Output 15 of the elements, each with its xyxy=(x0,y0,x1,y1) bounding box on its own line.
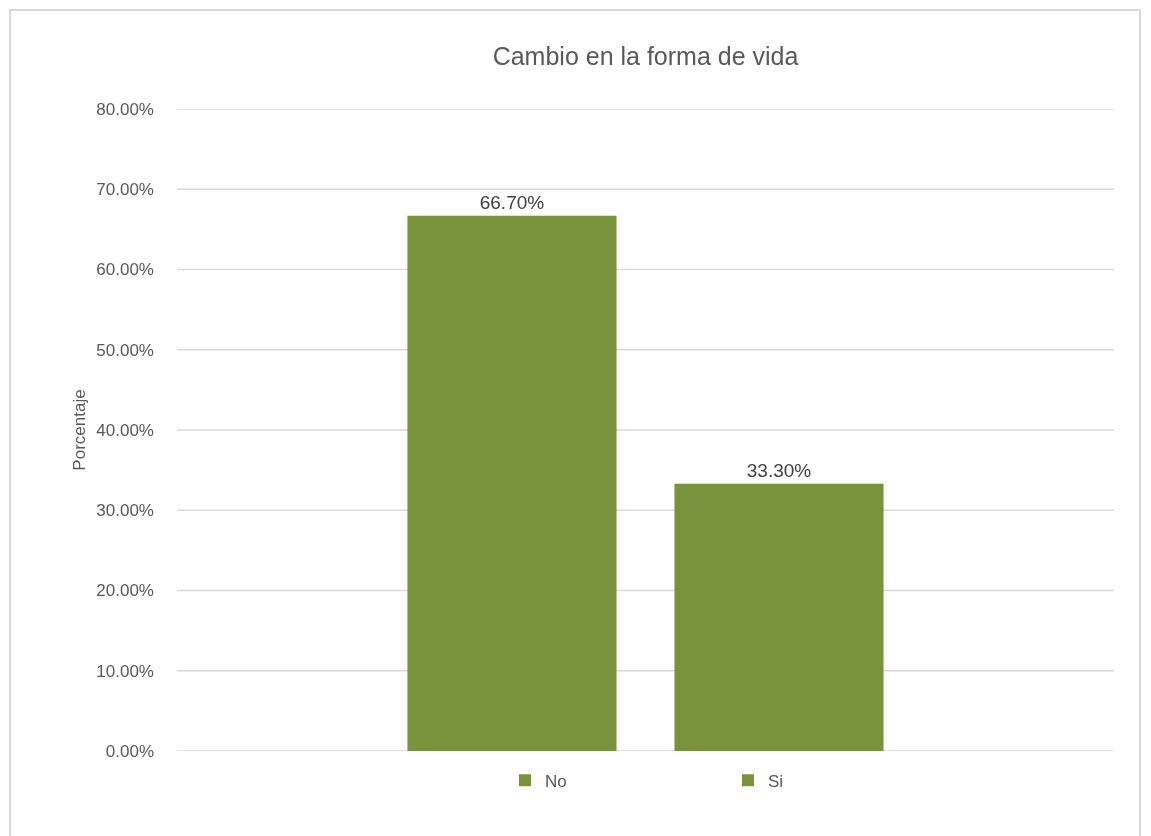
y-tick-label: 20.00% xyxy=(96,581,154,601)
y-tick-label: 80.00% xyxy=(96,99,154,119)
y-tick-label: 0.00% xyxy=(105,741,154,761)
y-axis-title: Porcentaje xyxy=(69,389,89,471)
y-tick-label: 70.00% xyxy=(96,180,154,200)
legend-label: No xyxy=(544,772,567,791)
legend-label: Si xyxy=(767,772,784,791)
chart-title: Cambio en la forma de vida xyxy=(492,41,799,70)
y-tick-label: 40.00% xyxy=(96,420,154,440)
data-label: 66.70% xyxy=(479,191,545,213)
y-tick-label: 10.00% xyxy=(96,661,154,681)
y-tick-label: 50.00% xyxy=(96,340,154,360)
y-tick-label: 60.00% xyxy=(96,260,154,280)
y-tick-label: 30.00% xyxy=(96,501,154,521)
data-label: 33.30% xyxy=(746,459,812,481)
